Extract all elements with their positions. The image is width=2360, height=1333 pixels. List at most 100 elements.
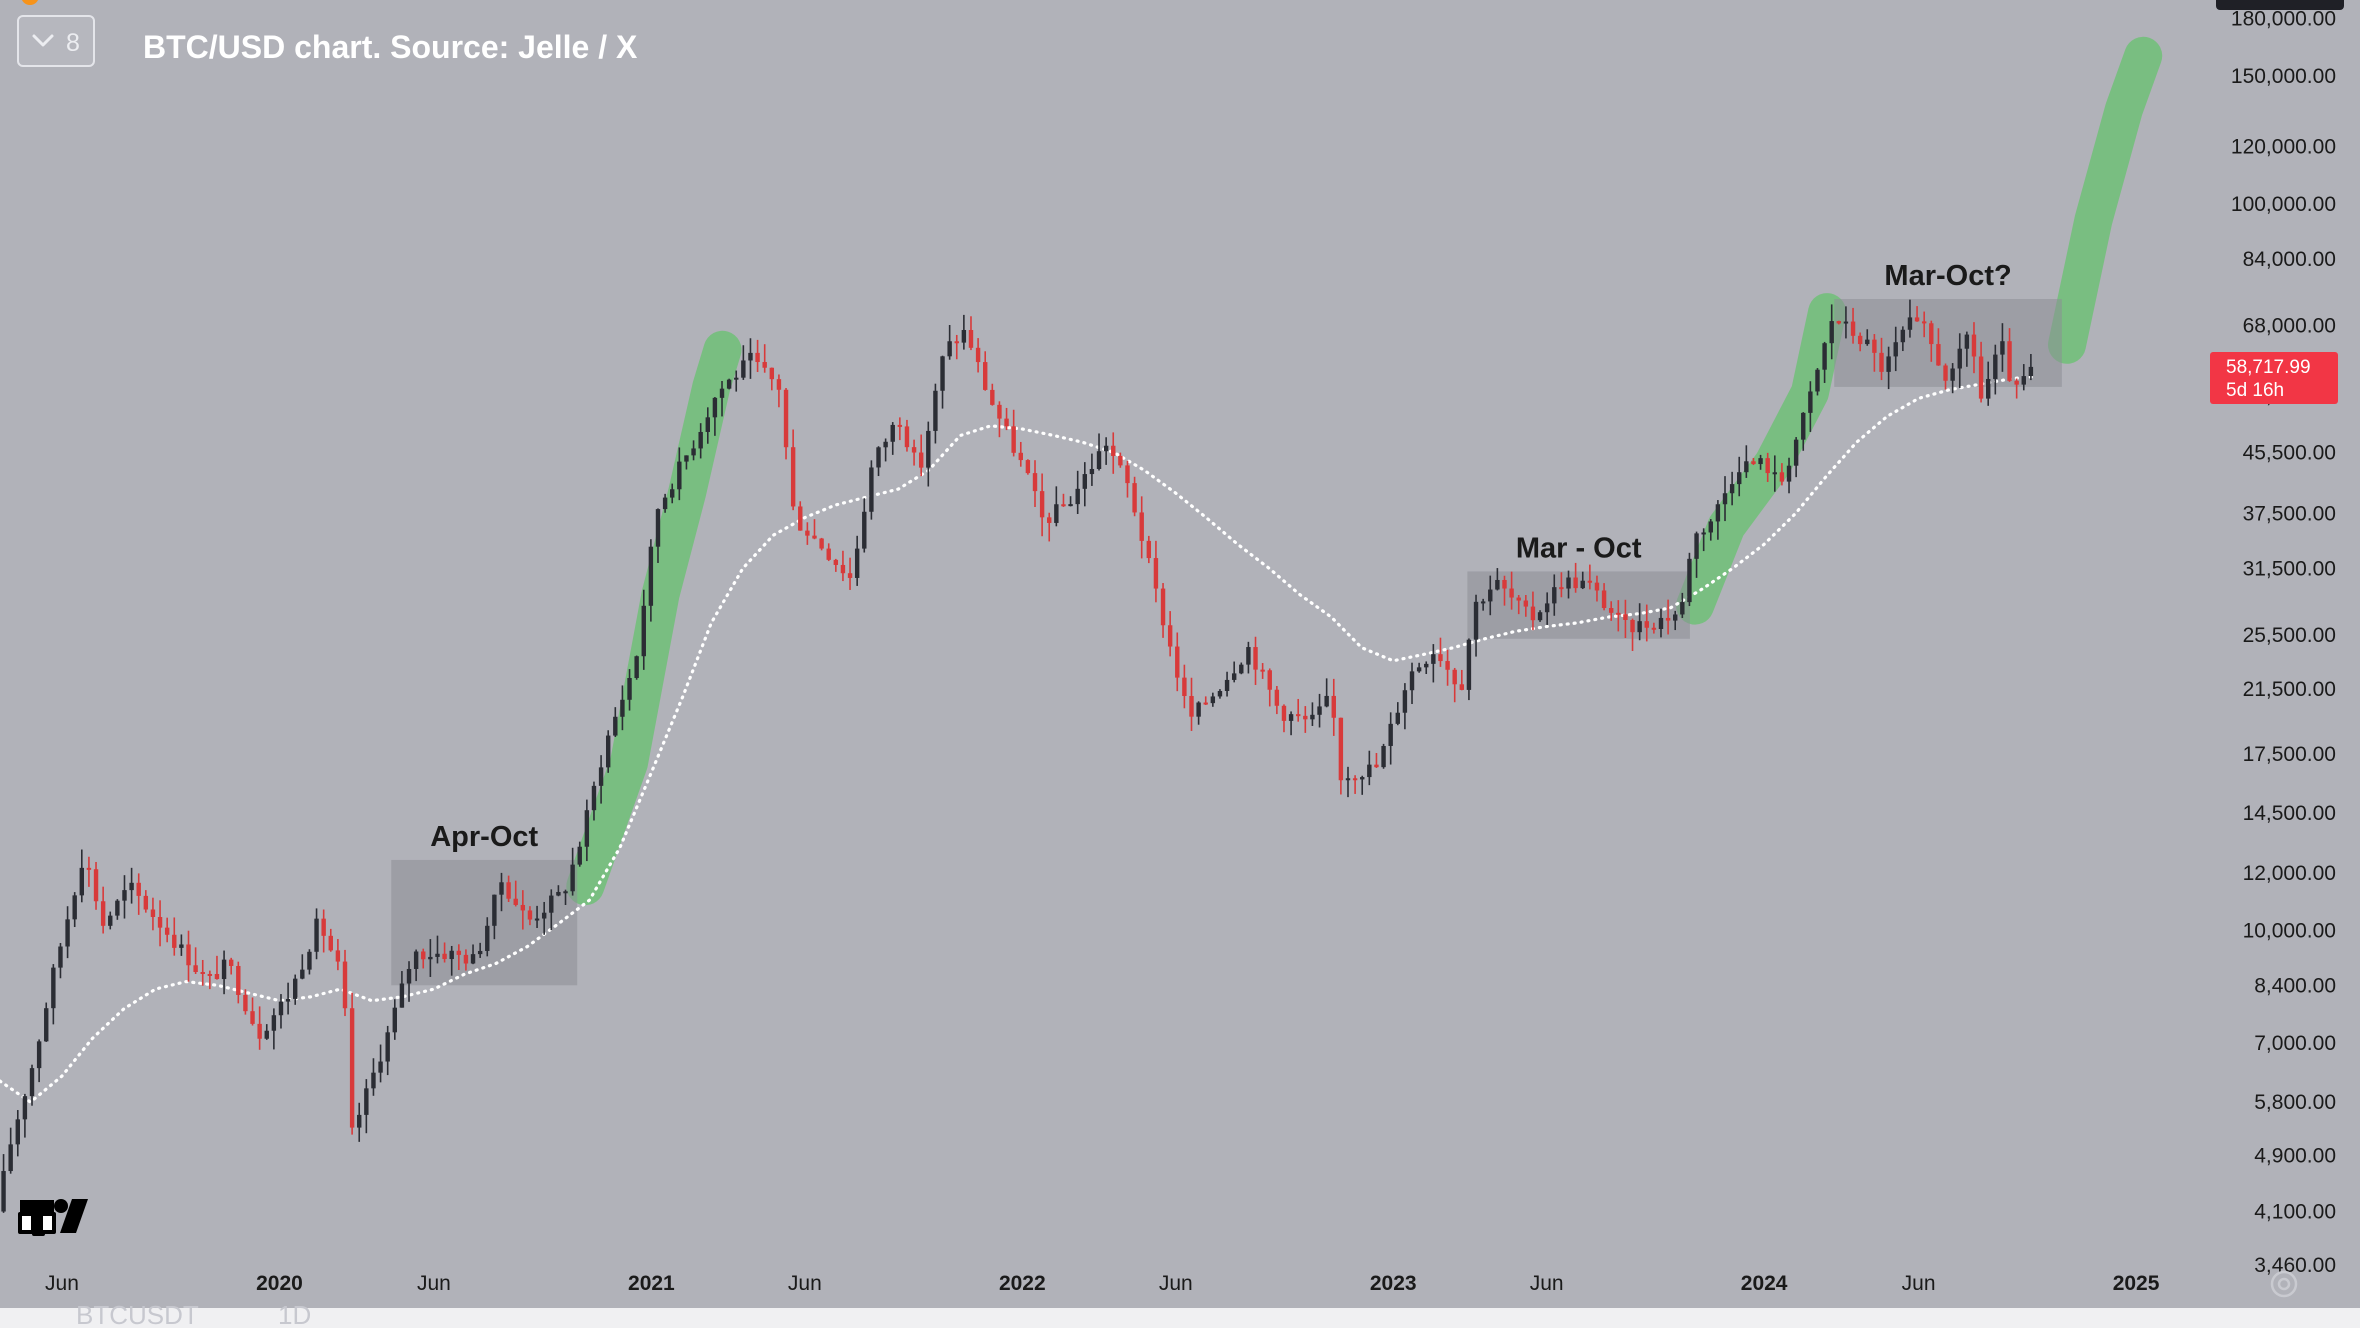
- y-tick-label: 180,000.00: [2231, 8, 2336, 31]
- candle-body: [1381, 745, 1386, 768]
- top-right-tab[interactable]: [2216, 0, 2344, 10]
- candle-body: [883, 441, 888, 448]
- candle-body: [65, 919, 70, 947]
- candle-body: [1459, 684, 1465, 690]
- candle-body: [1189, 695, 1194, 717]
- candle-body: [378, 1061, 383, 1073]
- candle-body: [1231, 673, 1237, 680]
- candle-body: [93, 869, 99, 902]
- candle-body: [1367, 764, 1372, 778]
- x-tick-label: 2022: [999, 1272, 1046, 1295]
- candle-body: [1061, 504, 1066, 507]
- candle-body: [335, 950, 341, 962]
- y-tick-label: 120,000.00: [2231, 136, 2336, 159]
- candle-body: [214, 973, 220, 980]
- candle-body: [1068, 504, 1073, 507]
- y-tick-label: 45,500.00: [2243, 441, 2336, 464]
- candle-body: [1715, 504, 1721, 522]
- candle-body: [321, 918, 326, 936]
- y-tick-label: 3,460.00: [2254, 1254, 2336, 1277]
- candle-body: [278, 1001, 284, 1016]
- y-tick-label: 68,000.00: [2243, 315, 2336, 338]
- x-tick-label: 2020: [256, 1272, 303, 1295]
- candle-body: [641, 605, 646, 657]
- candle-body: [1111, 445, 1116, 456]
- candle-body: [805, 530, 810, 536]
- candle-body: [1964, 334, 1970, 349]
- candle-body: [1253, 647, 1258, 670]
- y-tick-label: 8,400.00: [2254, 974, 2336, 997]
- y-tick-label: 7,000.00: [2254, 1032, 2336, 1055]
- candle-body: [798, 506, 803, 531]
- candle-body: [122, 890, 127, 901]
- candle-body: [1566, 577, 1571, 589]
- candle-body: [762, 362, 767, 368]
- candle-body: [670, 489, 675, 498]
- candle-body: [1, 1171, 6, 1212]
- candle-body: [869, 467, 874, 512]
- candle-body: [1843, 321, 1849, 324]
- candle-body: [1836, 321, 1842, 324]
- candle-body: [1139, 512, 1144, 541]
- candle-body: [563, 891, 568, 894]
- candle-body: [186, 944, 191, 966]
- candle-body: [1039, 491, 1045, 518]
- candle-body: [684, 455, 689, 462]
- collapse-button[interactable]: 8: [17, 15, 95, 67]
- candle-body: [1673, 614, 1678, 621]
- candle-body: [1708, 521, 1713, 533]
- candle-body: [1936, 344, 1941, 366]
- candle-body: [2000, 341, 2005, 355]
- candle-body: [342, 961, 348, 1009]
- candle-body: [150, 909, 156, 918]
- x-tick-label: Jun: [417, 1272, 451, 1295]
- candle-body: [2021, 376, 2026, 385]
- candle-body: [257, 1023, 262, 1039]
- candle-body: [741, 360, 746, 378]
- candle-body: [1438, 654, 1443, 662]
- candle-body: [1907, 317, 1913, 330]
- candle-body: [243, 994, 248, 1012]
- candle-body: [1025, 460, 1031, 474]
- candle-body: [1537, 612, 1543, 621]
- candle-body: [990, 389, 995, 405]
- y-tick-label: 10,000.00: [2243, 919, 2336, 942]
- bottom-strip: [0, 1308, 2360, 1328]
- price-tag-price: 58,717.99: [2226, 357, 2311, 378]
- candle-body: [179, 944, 184, 948]
- candle-body: [1637, 621, 1642, 633]
- candle-body: [1132, 483, 1137, 513]
- highlight-stroke: [2048, 36, 2163, 364]
- settings-gear-icon[interactable]: [2270, 1270, 2298, 1298]
- candle-body: [975, 347, 981, 363]
- candle-body: [719, 388, 725, 398]
- time-axis[interactable]: Jun 2020 Jun 2021 Jun 2022 Jun 2023 Jun 2024 Jun 20…: [45, 1272, 2160, 1295]
- candles-layer: [1, 299, 2034, 1213]
- candle-body: [847, 573, 853, 578]
- candle-body: [1153, 558, 1159, 589]
- candle-body: [200, 971, 205, 974]
- candle-body: [933, 390, 938, 431]
- candle-body: [271, 1015, 277, 1031]
- candle-body: [755, 352, 760, 363]
- candle-body: [2014, 380, 2019, 385]
- candle-body: [790, 447, 796, 507]
- candle-body: [1722, 493, 1728, 505]
- candle-body: [748, 352, 753, 361]
- price-axis[interactable]: 3,460.00 4,100.00 4,900.00 5,800.00 7,000.00…: [2231, 8, 2336, 1277]
- candle-body: [876, 447, 881, 468]
- candle-body: [2028, 366, 2034, 377]
- x-tick-label: 2024: [1741, 1272, 1788, 1295]
- collapse-button-frame[interactable]: [17, 15, 95, 67]
- candle-body: [51, 967, 56, 1009]
- candle-body: [1665, 617, 1671, 621]
- candle-body: [1004, 418, 1009, 427]
- x-tick-label: 2021: [628, 1272, 675, 1295]
- candle-body: [1196, 702, 1201, 717]
- candle-body: [1544, 603, 1550, 613]
- range-box-label: Mar - Oct: [1516, 532, 1642, 564]
- candle-body: [1516, 597, 1521, 601]
- candle-body: [108, 915, 113, 926]
